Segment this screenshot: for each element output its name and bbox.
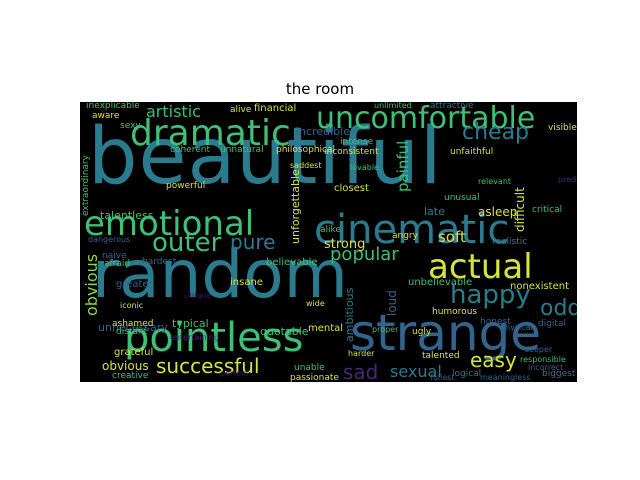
word-unlimited: unlimited xyxy=(374,102,412,110)
word-passionate: passionate xyxy=(290,373,339,383)
word-inexplicable: inexplicable xyxy=(86,102,140,111)
word-soft: soft xyxy=(438,228,466,246)
word-perfect: perfect xyxy=(220,369,249,378)
word-unnatural: unnatural xyxy=(220,145,264,155)
word-late: late xyxy=(424,205,445,218)
word-pointless: pointless xyxy=(124,315,304,361)
word-pure: pure xyxy=(230,230,276,254)
word-coherent: coherent xyxy=(170,145,210,155)
word-outer: outer xyxy=(152,228,222,258)
word-believable: believable xyxy=(266,257,318,268)
word-unique: unique xyxy=(184,291,212,300)
word-financial: financial xyxy=(254,103,297,114)
word-attractive: attractive xyxy=(430,102,474,111)
word-incredible: incredible xyxy=(296,125,350,138)
word-realistic: realistic xyxy=(492,237,528,247)
word-digital: digital xyxy=(538,319,566,329)
word-uncomfortable: uncomfortable xyxy=(316,102,536,136)
word-sexy: sexy xyxy=(120,121,141,131)
word-iconic: iconic xyxy=(120,301,144,310)
word-unable: unable xyxy=(294,363,325,373)
word-unnecessary: unnecessary xyxy=(98,321,168,334)
word-harder: harder xyxy=(348,349,375,358)
word-inconsistent: inconsistent xyxy=(324,147,379,157)
word-creative: creative xyxy=(112,371,149,381)
word-incorrect: incorrect xyxy=(528,363,564,372)
word-happy: happy xyxy=(450,280,531,310)
word-lovable: lovable xyxy=(350,163,379,172)
word-afraid: afraid xyxy=(104,259,131,269)
word-fullest: fullest xyxy=(430,373,455,382)
word-beautiful: beautiful xyxy=(88,112,443,202)
word-physical: physical xyxy=(500,323,533,332)
word-talentless: talentless xyxy=(100,209,154,222)
word-dramatic: dramatic xyxy=(130,113,291,154)
word-artistic: artistic xyxy=(146,102,201,121)
chart-title: the room xyxy=(285,80,355,98)
word-humorous: humorous xyxy=(432,307,478,317)
word-insane: insane xyxy=(230,277,263,288)
word-emotional: emotional xyxy=(84,204,255,244)
word-meaningless: meaningless xyxy=(480,373,531,382)
word-unusual: unusual xyxy=(444,193,480,203)
word-random: random xyxy=(92,236,348,313)
word-deeper: deeper xyxy=(524,345,553,354)
word-honest: honest xyxy=(480,317,511,327)
word-grateful: grateful xyxy=(114,347,154,358)
word-ugly: ugly xyxy=(412,327,432,337)
word-powerful: powerful xyxy=(166,181,206,191)
word-logical: logical xyxy=(452,369,482,379)
word-genuine: obvious xyxy=(102,359,149,373)
word-visible: visible xyxy=(548,123,577,133)
word-sexual: sexual xyxy=(390,362,442,381)
word-unfaithful: unfaithful xyxy=(450,147,494,157)
word-talented: talented xyxy=(422,351,460,361)
word-predictable: predictable xyxy=(558,175,577,184)
word-relevant: relevant xyxy=(478,177,512,186)
word-easy: easy xyxy=(470,348,517,372)
word-naive: naive xyxy=(102,251,127,261)
word-unforgettable: unforgettable xyxy=(289,169,302,244)
word-closest: closest xyxy=(334,183,369,194)
word-proper: proper xyxy=(372,325,399,334)
word-strange: strange xyxy=(350,304,542,362)
word-ashamed: ashamed xyxy=(112,319,154,329)
word-intense: intense xyxy=(340,137,374,147)
word-wide: wide xyxy=(306,299,325,308)
word-successful: successful xyxy=(156,354,260,378)
word-nonexistent: nonexistent xyxy=(510,281,570,292)
word-cloud: beautiful random strange pointless cinem… xyxy=(80,102,577,382)
word-unbelievable: unbelievable xyxy=(408,277,473,288)
word-distant: distant xyxy=(116,327,148,337)
word-quotable: quotable xyxy=(260,325,309,338)
word-odd: odd xyxy=(540,296,577,321)
word-aware: aware xyxy=(92,111,120,121)
word-responsible: responsible xyxy=(520,355,566,364)
word-popular: popular xyxy=(330,244,399,265)
word-critical: critical xyxy=(532,205,563,215)
word-typical: typical xyxy=(172,317,209,330)
word-entertaining: entertaining xyxy=(170,333,220,342)
word-alive: alive xyxy=(230,105,252,115)
word-biggest: biggest xyxy=(542,369,576,379)
word-extraordinary: extraordinary xyxy=(81,155,91,216)
word-alike: alike xyxy=(320,225,341,235)
word-loud: loud xyxy=(385,290,399,316)
word-cheap: cheap xyxy=(462,120,530,145)
word-asleep: asleep xyxy=(478,205,518,219)
word-philosophical: philosophical xyxy=(276,145,336,155)
word-sad: sad xyxy=(343,360,379,382)
word-mental: mental xyxy=(308,323,344,334)
word-ambitious: ambitious xyxy=(343,287,356,342)
word-strong: strong xyxy=(324,237,366,252)
word-saddest: saddest xyxy=(290,161,322,170)
word-actual: actual xyxy=(428,247,533,287)
word-obvious: obvious xyxy=(82,253,101,316)
word-greater: greater xyxy=(116,279,153,290)
word-angry: angry xyxy=(392,231,418,241)
word-dangerous: dangerous xyxy=(88,235,131,244)
word-painful: painful xyxy=(394,140,412,192)
word-hardest: hardest xyxy=(142,257,177,267)
word-cinematic: cinematic xyxy=(314,207,510,253)
